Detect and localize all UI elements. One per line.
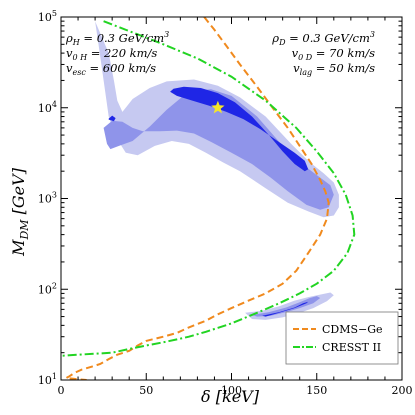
y-tick-label: 102: [38, 281, 57, 296]
annotation-right-1: v0 D = 70 km/s: [292, 46, 376, 62]
axis-ticks: 0 50 100 150 200 101 102 103 104 105: [38, 9, 413, 397]
annotation-left-2: vesc = 600 km/s: [66, 61, 156, 77]
legend-label: CDMS−Ge: [322, 323, 383, 336]
region-inner-1: [108, 115, 116, 122]
annotation-left-1: v0 H = 220 km/s: [66, 46, 157, 62]
y-tick-label: 104: [38, 100, 57, 115]
annotation-right-2: vlag = 50 km/s: [293, 61, 375, 77]
exclusion-curves: [61, 17, 356, 380]
region-inner-2: [262, 301, 309, 317]
x-tick-label: 100: [221, 384, 242, 397]
region-middle-1: [252, 296, 321, 317]
best-fit-star: [211, 100, 225, 114]
series-line-cdms-ge: [62, 17, 330, 380]
y-tick-label: 101: [38, 372, 57, 387]
y-tick-label: 105: [38, 9, 57, 24]
region-inner-0: [170, 86, 309, 172]
y-tick-label: 103: [38, 191, 57, 206]
region-middle-0: [103, 89, 334, 210]
x-axis-title: δ [keV]: [201, 387, 260, 406]
series-line-cresst-ii: [61, 20, 356, 357]
annotation-left-0: ρH = 0.3 GeV/cm3: [65, 30, 169, 47]
y-axis-title: MDM [GeV]: [9, 167, 31, 257]
allowed-regions: [95, 21, 339, 320]
y-axis-label: MDM [GeV]: [9, 167, 31, 257]
legend-label: CRESST II: [322, 341, 381, 354]
x-tick-label: 50: [139, 384, 153, 397]
best-fit-layer: [211, 100, 225, 114]
x-tick-label: 200: [392, 384, 413, 397]
legend: CDMS−Ge CRESST II: [285, 311, 399, 365]
x-axis-label: δ [keV]: [201, 387, 260, 406]
x-tick-label: 150: [306, 384, 327, 397]
legend-box: [285, 311, 399, 365]
annotation-right-0: ρD = 0.3 GeV/cm3: [271, 30, 375, 47]
x-tick-label: 0: [58, 384, 65, 397]
